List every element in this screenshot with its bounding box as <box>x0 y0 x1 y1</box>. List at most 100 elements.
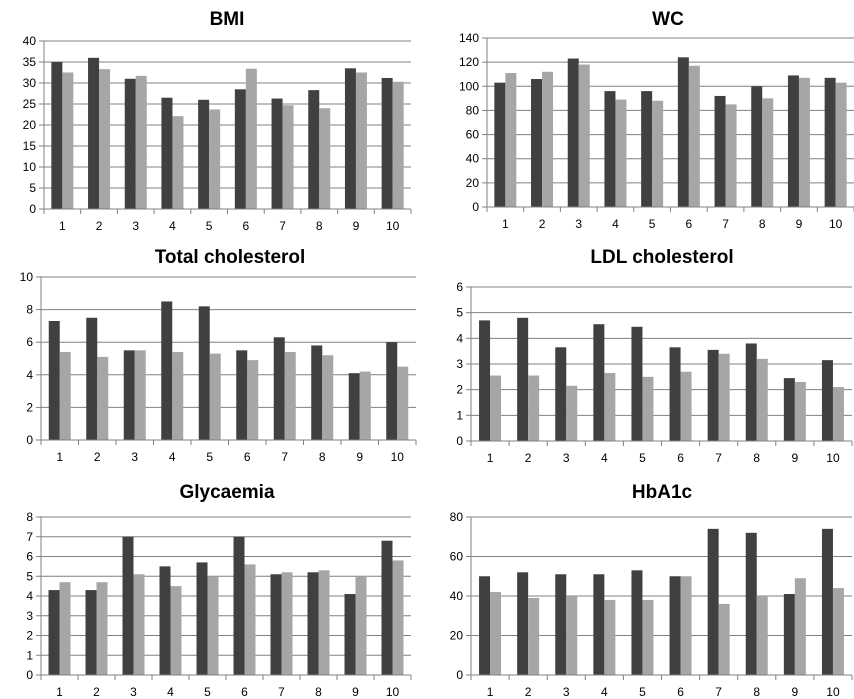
y-tick-label: 25 <box>23 97 37 111</box>
bar-series-2 <box>392 81 404 209</box>
bar-series-1 <box>631 570 643 675</box>
bar-series-1 <box>479 320 491 441</box>
y-tick-label: 3 <box>26 609 33 623</box>
bar-series-2 <box>615 99 627 207</box>
y-tick-label: 6 <box>26 335 33 349</box>
y-tick-label: 5 <box>29 181 36 195</box>
bar-series-2 <box>245 68 257 209</box>
bar-series-2 <box>794 578 806 675</box>
bar-series-2 <box>59 351 71 440</box>
bar-series-1 <box>344 594 356 675</box>
bar-series-2 <box>322 355 334 440</box>
bar-series-1 <box>677 57 689 207</box>
bar-series-1 <box>555 347 567 441</box>
x-tick-label: 9 <box>792 451 799 465</box>
y-tick-label: 5 <box>456 306 463 320</box>
y-tick-label: 2 <box>26 629 33 643</box>
y-tick-label: 4 <box>456 331 463 345</box>
bar-series-2 <box>284 351 296 440</box>
x-tick-label: 2 <box>96 219 103 233</box>
x-tick-label: 1 <box>487 451 494 465</box>
bar-series-2 <box>207 576 219 675</box>
chart-title: WC <box>652 9 684 30</box>
bar-series-1 <box>161 301 173 440</box>
x-tick-label: 1 <box>487 685 494 699</box>
chart-title: Glycaemia <box>179 482 274 503</box>
x-tick-label: 1 <box>56 450 63 464</box>
bar-series-1 <box>88 57 100 209</box>
bar-series-2 <box>566 385 578 441</box>
x-tick-label: 2 <box>93 685 100 699</box>
bar-series-1 <box>196 562 208 675</box>
bar-series-1 <box>821 528 833 675</box>
bar-series-2 <box>172 351 184 440</box>
y-tick-label: 1 <box>26 648 33 662</box>
bar-series-2 <box>133 574 145 675</box>
x-tick-label: 10 <box>826 451 840 465</box>
x-tick-label: 7 <box>715 685 722 699</box>
bar-series-2 <box>170 586 182 675</box>
y-tick-label: 0 <box>26 668 33 682</box>
bar-series-2 <box>798 77 810 207</box>
bar-series-2 <box>319 108 331 209</box>
bar-series-1 <box>555 574 567 675</box>
x-tick-label: 4 <box>601 451 608 465</box>
x-tick-label: 7 <box>278 685 285 699</box>
x-tick-label: 7 <box>722 217 729 231</box>
y-tick-label: 4 <box>26 368 33 382</box>
bar-series-2 <box>642 599 654 675</box>
bar-series-2 <box>505 73 517 207</box>
bar-series-2 <box>318 570 330 675</box>
x-tick-label: 6 <box>241 685 248 699</box>
y-tick-label: 15 <box>23 139 37 153</box>
x-tick-label: 8 <box>753 451 760 465</box>
bar-series-2 <box>244 564 256 675</box>
bar-series-1 <box>783 378 795 441</box>
x-tick-label: 5 <box>639 451 646 465</box>
x-tick-label: 9 <box>353 219 360 233</box>
chart-panel: LDL cholesterol 0 1 2 3 4 5 6 1 2 3 4 5 6 7 8 9 10 <box>456 247 853 465</box>
x-tick-label: 5 <box>206 450 213 464</box>
bar-series-2 <box>134 350 146 440</box>
bar-series-2 <box>99 69 111 209</box>
bar-series-1 <box>273 337 285 440</box>
x-tick-label: 10 <box>386 219 400 233</box>
bar-series-2 <box>528 597 540 675</box>
y-tick-label: 35 <box>23 55 37 69</box>
bar-series-1 <box>604 91 616 207</box>
bar-series-1 <box>707 349 719 441</box>
bar-series-1 <box>271 98 283 209</box>
y-tick-label: 80 <box>450 510 464 524</box>
bar-series-2 <box>762 98 774 207</box>
y-tick-label: 40 <box>23 34 37 48</box>
x-tick-label: 1 <box>502 217 509 231</box>
bar-series-1 <box>48 321 60 440</box>
bar-series-1 <box>85 590 97 675</box>
bar-series-2 <box>135 75 147 209</box>
x-tick-label: 2 <box>525 685 532 699</box>
bar-series-1 <box>494 82 506 207</box>
x-tick-label: 6 <box>244 450 251 464</box>
y-tick-label: 40 <box>466 152 480 166</box>
y-tick-label: 0 <box>26 433 33 447</box>
bar-series-2 <box>725 104 737 207</box>
x-tick-label: 10 <box>829 217 843 231</box>
bar-series-2 <box>490 375 502 441</box>
bar-series-2 <box>209 109 221 209</box>
y-tick-label: 60 <box>466 128 480 142</box>
bar-series-2 <box>652 100 664 207</box>
chart-panel: BMI 0 5 10 15 20 25 30 35 40 1 2 3 4 5 6 7 8 9 10 <box>23 9 412 233</box>
x-tick-label: 2 <box>94 450 101 464</box>
x-tick-label: 3 <box>130 685 137 699</box>
bar-series-2 <box>604 599 616 675</box>
bar-series-1 <box>669 576 681 675</box>
bar-series-1 <box>236 350 248 440</box>
x-tick-label: 8 <box>753 685 760 699</box>
bar-series-1 <box>751 86 763 207</box>
x-tick-label: 2 <box>525 451 532 465</box>
bar-series-2 <box>281 572 293 675</box>
bar-series-2 <box>355 576 367 675</box>
chart-panel: HbA1c 0 20 40 60 80 1 2 3 4 5 6 7 8 9 10 <box>450 482 853 699</box>
y-tick-label: 0 <box>29 202 36 216</box>
x-tick-label: 10 <box>826 685 840 699</box>
